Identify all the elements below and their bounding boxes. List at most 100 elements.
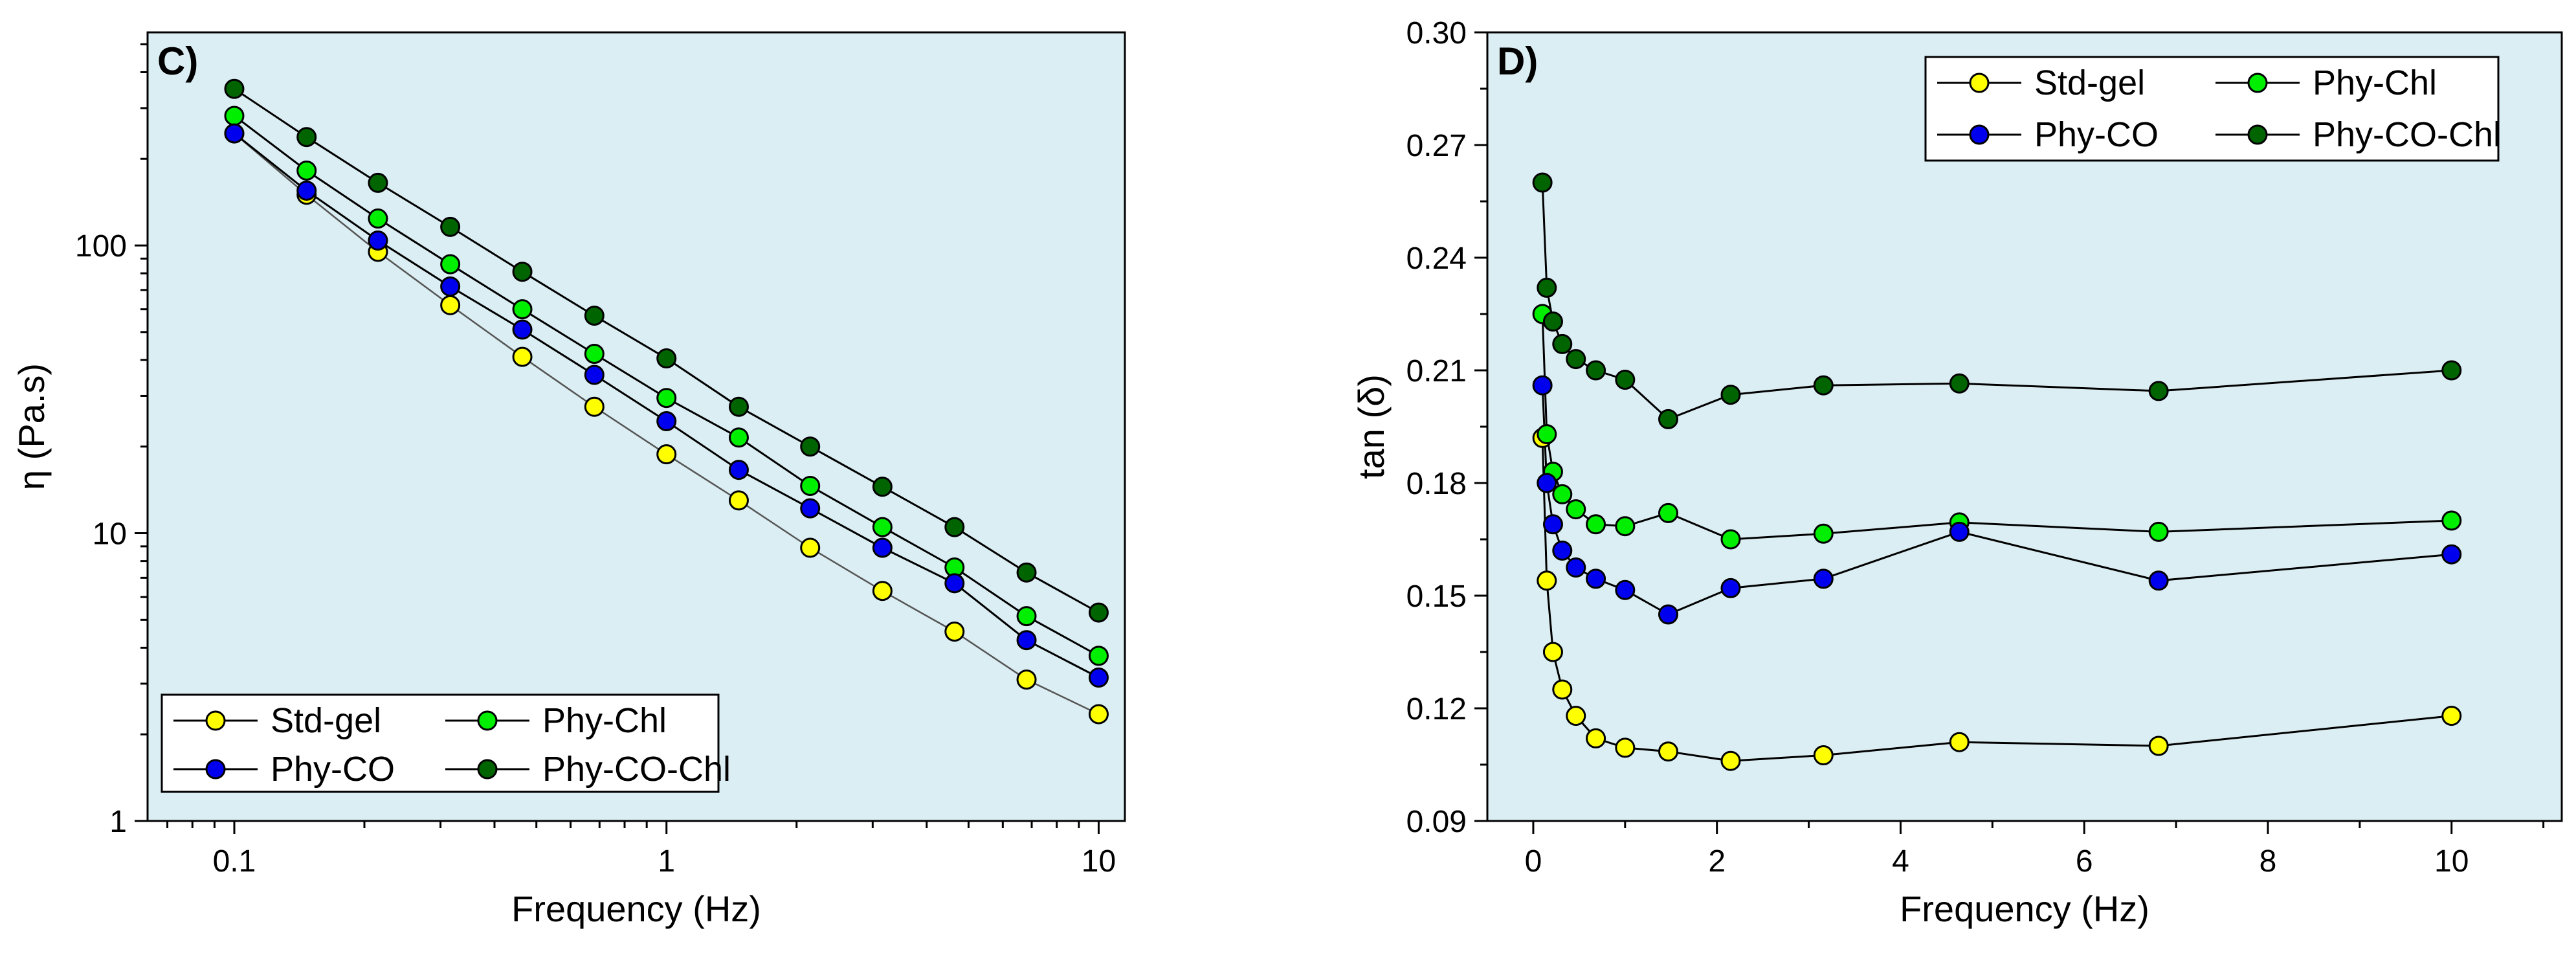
panel-d-y-tick-label: 0.27 — [1406, 129, 1467, 163]
panel-d-point-std-gel — [1586, 728, 1606, 748]
panel-d-point-std-gel — [1615, 737, 1636, 758]
panel-c-point-phy-co-chl — [368, 172, 388, 193]
panel-c-legend: Std-gel Phy-Chl Phy-CO Phy-CO-Chl — [161, 693, 731, 793]
panel-d-point-std-gel — [1949, 732, 1970, 752]
panel-d-point-phy-chl — [1658, 502, 1679, 523]
panel-d-point-phy-chl — [2441, 510, 2462, 531]
panel-d-point-phy-co-chl — [1552, 333, 1573, 354]
panel-c-point-std-gel — [656, 444, 677, 465]
panel-c-point-phy-chl — [584, 344, 605, 365]
panel-c-legend-box — [161, 693, 720, 793]
panel-c-legend-label: Phy-Chl — [542, 701, 667, 740]
panel-c-point-std-gel — [1016, 669, 1037, 690]
panel-c-legend-marker — [205, 710, 226, 731]
panel-d-y-tick-label: 0.21 — [1406, 354, 1467, 388]
panel-c-legend-marker — [477, 759, 498, 780]
panel-d-x-tick-label: 0 — [1525, 844, 1542, 879]
panel-c-point-std-gel — [584, 396, 605, 417]
panel-c-point-phy-chl — [728, 427, 749, 448]
panel-d-point-phy-co — [1537, 473, 1557, 493]
panel-c-x-axis-title: Frequency (Hz) — [511, 888, 761, 929]
panel-d-legend-label: Std-gel — [2034, 63, 2145, 102]
panel-c-y-axis-title: η (Pa.s) — [11, 363, 52, 490]
panel-c-legend-marker — [477, 710, 498, 731]
panel-c-panel-label: C) — [157, 39, 198, 83]
panel-d-point-std-gel — [1537, 570, 1557, 591]
panel-d-y-tick-label: 0.30 — [1406, 16, 1467, 51]
panel-c-point-phy-chl — [368, 208, 388, 229]
panel-d-point-phy-chl — [1537, 424, 1557, 445]
panel-c-y-tick-label: 10 — [93, 517, 127, 552]
panel-c-legend-label: Std-gel — [271, 701, 381, 740]
panel-d-point-phy-co-chl — [1537, 277, 1557, 298]
panel-d-point-phy-co — [1532, 375, 1553, 396]
panel-d-chart: 0 2 4 6 8 10 0.09 0.12 0.15 0.18 0.21 0.24 0.27 0.30 F… — [1351, 16, 2563, 929]
panel-c-point-phy-co — [224, 123, 245, 144]
panel-d-point-phy-co — [2441, 544, 2462, 565]
panel-d-point-phy-chl — [1813, 523, 1834, 544]
panel-d-point-phy-co — [1552, 540, 1573, 561]
panel-d-y-tick-label: 0.24 — [1406, 242, 1467, 276]
panel-c-point-std-gel — [1088, 704, 1109, 725]
panel-d-point-phy-co-chl — [1532, 172, 1553, 193]
panel-c-point-std-gel — [512, 346, 533, 367]
panel-d-point-phy-chl — [1615, 516, 1636, 537]
panel-c-point-phy-co-chl — [224, 78, 245, 99]
panel-d-legend-label: Phy-CO-Chl — [2313, 115, 2501, 154]
panel-c-point-std-gel — [800, 537, 821, 558]
panel-c-point-phy-co — [368, 230, 388, 251]
panel-d-legend-box — [1924, 56, 2500, 162]
panel-d-legend-marker — [2247, 73, 2268, 93]
panel-c-point-phy-co-chl — [512, 262, 533, 282]
panel-c-point-phy-co-chl — [800, 436, 821, 457]
panel-d-point-phy-co-chl — [2148, 381, 2169, 401]
panel-d-point-phy-co-chl — [1813, 375, 1834, 396]
panel-c-legend-marker — [205, 759, 226, 780]
panel-d-y-tick-label: 0.15 — [1406, 579, 1467, 614]
panel-c-point-phy-chl — [512, 299, 533, 320]
panel-c-y-tick-label: 1 — [109, 805, 127, 839]
panel-d-point-phy-co — [1586, 568, 1606, 589]
panel-d-point-std-gel — [1566, 706, 1586, 726]
panel-d-point-phy-co — [1720, 578, 1741, 598]
panel-d-x-tick-label: 4 — [1892, 844, 1909, 879]
panel-c-point-phy-chl — [440, 254, 461, 275]
panel-d-legend-label: Phy-CO — [2034, 115, 2159, 154]
panel-d-point-phy-co-chl — [1720, 385, 1741, 405]
panel-c-chart: 0.1 1 10 1 10 100 Frequency (Hz) η (Pa.s) C) Std-… — [11, 31, 1126, 929]
panel-d-point-std-gel — [1658, 741, 1679, 762]
panel-d-point-std-gel — [1813, 745, 1834, 765]
panel-c-point-phy-co — [512, 319, 533, 340]
panel-d-legend-marker — [1969, 73, 1990, 93]
panel-c-point-phy-chl — [296, 160, 317, 181]
panel-c-point-phy-co — [800, 498, 821, 519]
panel-d-point-phy-co-chl — [1949, 373, 1970, 394]
panel-d-point-phy-chl — [1586, 514, 1606, 535]
panel-c-point-phy-co — [296, 180, 317, 201]
panel-c-point-phy-chl — [1088, 646, 1109, 666]
panel-d-point-std-gel — [1552, 679, 1573, 700]
panel-d-point-std-gel — [2441, 706, 2462, 726]
panel-d-x-tick-label: 2 — [1708, 844, 1726, 879]
panel-d-point-phy-chl — [1566, 499, 1586, 520]
panel-c-point-phy-co-chl — [296, 127, 317, 148]
panel-d-point-phy-co — [1658, 604, 1679, 625]
panel-d-panel-label: D) — [1497, 39, 1538, 83]
panel-d-point-phy-co — [2148, 570, 2169, 591]
panel-c-point-std-gel — [872, 581, 893, 601]
panel-c-point-phy-co-chl — [944, 517, 965, 537]
panel-c-point-std-gel — [440, 295, 461, 315]
panel-c-point-phy-co-chl — [656, 348, 677, 369]
panel-c-point-phy-co — [1016, 630, 1037, 651]
panel-c-point-phy-co-chl — [728, 396, 749, 417]
panel-d-point-phy-co-chl — [1586, 360, 1606, 381]
panel-d-point-phy-co-chl — [1542, 311, 1563, 332]
panel-d-legend: Std-gel Phy-Chl Phy-CO Phy-CO-Chl — [1924, 56, 2501, 162]
panel-d-point-phy-co — [1949, 521, 1970, 542]
panel-d-point-phy-co — [1615, 579, 1636, 600]
panel-c-legend-label: Phy-CO — [271, 750, 395, 789]
panel-d-y-tick-label: 0.18 — [1406, 467, 1467, 501]
panel-c-point-std-gel — [728, 490, 749, 511]
panel-d-legend-label: Phy-Chl — [2313, 63, 2437, 102]
